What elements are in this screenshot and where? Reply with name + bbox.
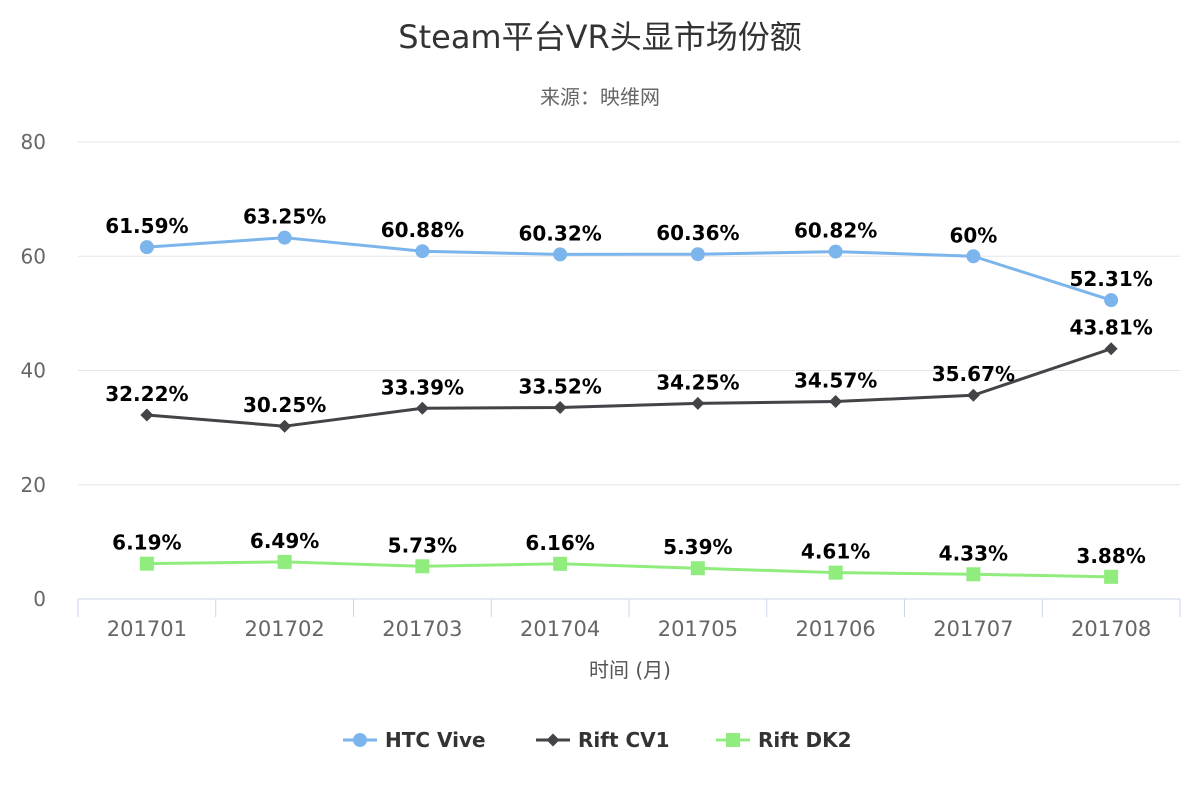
legend-item-rift-dk2[interactable]: Rift DK2 — [716, 728, 852, 752]
x-tick-label: 201705 — [658, 617, 738, 641]
legend-label: Rift CV1 — [578, 728, 670, 752]
gridlines — [78, 141, 1180, 486]
y-tick-label: 60 — [21, 244, 46, 268]
legend-label: Rift DK2 — [758, 728, 852, 752]
legend-marker-htc-vive — [353, 733, 367, 747]
chart-title: Steam平台VR头显市场份额 — [398, 18, 801, 56]
data-point-rift-dk2[interactable] — [828, 565, 843, 580]
data-label-rift-dk2: 4.61% — [801, 540, 870, 564]
data-point-rift-cv1[interactable] — [829, 395, 843, 409]
data-label-htc-vive: 60.32% — [518, 221, 601, 245]
series-line-rift-dk2 — [145, 560, 1113, 579]
data-label-rift-cv1: 33.52% — [518, 375, 601, 399]
x-axis-ticks: 201701 201702 201703 201704 201705 201706 2017… — [107, 617, 1151, 641]
legend-item-rift-cv1[interactable]: Rift CV1 — [536, 728, 670, 752]
data-point-rift-cv1[interactable] — [140, 408, 154, 422]
data-point-rift-dk2[interactable] — [139, 556, 154, 571]
x-tick-label: 201703 — [382, 617, 462, 641]
data-point-rift-cv1[interactable] — [966, 388, 980, 402]
data-label-htc-vive: 60.88% — [381, 218, 464, 242]
data-label-htc-vive: 63.25% — [243, 205, 326, 229]
data-point-rift-cv1[interactable] — [415, 401, 429, 415]
y-tick-label: 0 — [33, 587, 46, 611]
data-label-htc-vive: 52.31% — [1069, 267, 1152, 291]
series-line-rift-cv1 — [145, 347, 1113, 428]
data-label-rift-dk2: 5.73% — [388, 533, 457, 557]
data-point-rift-dk2[interactable] — [1104, 569, 1119, 584]
data-point-rift-cv1[interactable] — [553, 401, 567, 415]
x-axis-label: 时间 (月) — [589, 658, 671, 682]
y-tick-label: 80 — [21, 130, 46, 154]
data-point-htc-vive[interactable] — [415, 244, 430, 259]
x-tick-label: 201708 — [1071, 617, 1151, 641]
data-point-htc-vive[interactable] — [966, 249, 981, 264]
x-tick-label: 201702 — [245, 617, 325, 641]
x-tick-label: 201706 — [796, 617, 876, 641]
x-tick-label: 201707 — [933, 617, 1013, 641]
data-point-htc-vive[interactable] — [553, 247, 568, 262]
legend-item-htc-vive[interactable]: HTC Vive — [343, 728, 486, 752]
data-label-rift-dk2: 3.88% — [1076, 544, 1145, 568]
chart-subtitle: 来源：映维网 — [540, 85, 660, 109]
data-label-rift-cv1: 30.25% — [243, 393, 326, 417]
data-label-htc-vive: 60.82% — [794, 219, 877, 243]
data-label-htc-vive: 60.36% — [656, 221, 739, 245]
legend-marker-rift-dk2 — [726, 733, 740, 747]
data-point-rift-cv1[interactable] — [691, 396, 705, 410]
x-tick-label: 201704 — [520, 617, 600, 641]
y-tick-label: 40 — [21, 359, 46, 383]
data-label-rift-dk2: 5.39% — [663, 535, 732, 559]
data-label-htc-vive: 61.59% — [105, 214, 188, 238]
data-point-rift-cv1[interactable] — [278, 419, 292, 433]
data-point-htc-vive[interactable] — [277, 230, 292, 245]
data-point-rift-cv1[interactable] — [1104, 342, 1118, 356]
legend-marker-rift-cv1 — [546, 733, 560, 747]
y-axis-ticks: 0 20 40 60 80 — [21, 130, 46, 611]
data-point-rift-dk2[interactable] — [690, 561, 705, 576]
data-point-rift-dk2[interactable] — [277, 554, 292, 569]
x-axis — [77, 598, 1181, 617]
data-label-rift-cv1: 34.57% — [794, 369, 877, 393]
x-tick-label: 201701 — [107, 617, 187, 641]
data-point-rift-dk2[interactable] — [553, 556, 568, 571]
data-label-rift-cv1: 43.81% — [1069, 316, 1152, 340]
data-label-rift-dk2: 6.16% — [525, 531, 594, 555]
data-point-htc-vive[interactable] — [690, 247, 705, 262]
series-group — [139, 230, 1119, 584]
data-label-rift-dk2: 4.33% — [939, 541, 1008, 565]
y-tick-label: 20 — [21, 473, 46, 497]
series-line-htc-vive — [145, 236, 1113, 302]
data-label-rift-dk2: 6.49% — [250, 529, 319, 553]
data-label-rift-cv1: 33.39% — [381, 375, 464, 399]
data-point-htc-vive[interactable] — [139, 240, 154, 255]
legend-label: HTC Vive — [385, 728, 486, 752]
legend[interactable]: HTC Vive Rift CV1 Rift DK2 — [343, 728, 852, 752]
series-htc-vive — [139, 230, 1119, 308]
data-point-htc-vive[interactable] — [1104, 293, 1119, 308]
data-label-rift-cv1: 34.25% — [656, 370, 739, 394]
data-point-htc-vive[interactable] — [828, 244, 843, 259]
data-label-rift-cv1: 35.67% — [932, 362, 1015, 386]
series-rift-cv1 — [140, 342, 1118, 433]
series-rift-dk2 — [139, 554, 1119, 584]
data-labels: 61.59% 63.25% 60.88% 60.32% 60.36% 60.82% 60% 5… — [105, 205, 1153, 568]
data-point-rift-dk2[interactable] — [415, 559, 430, 574]
data-label-rift-cv1: 32.22% — [105, 382, 188, 406]
data-label-rift-dk2: 6.19% — [112, 531, 181, 555]
data-point-rift-dk2[interactable] — [966, 567, 981, 582]
data-label-htc-vive: 60% — [949, 223, 997, 247]
